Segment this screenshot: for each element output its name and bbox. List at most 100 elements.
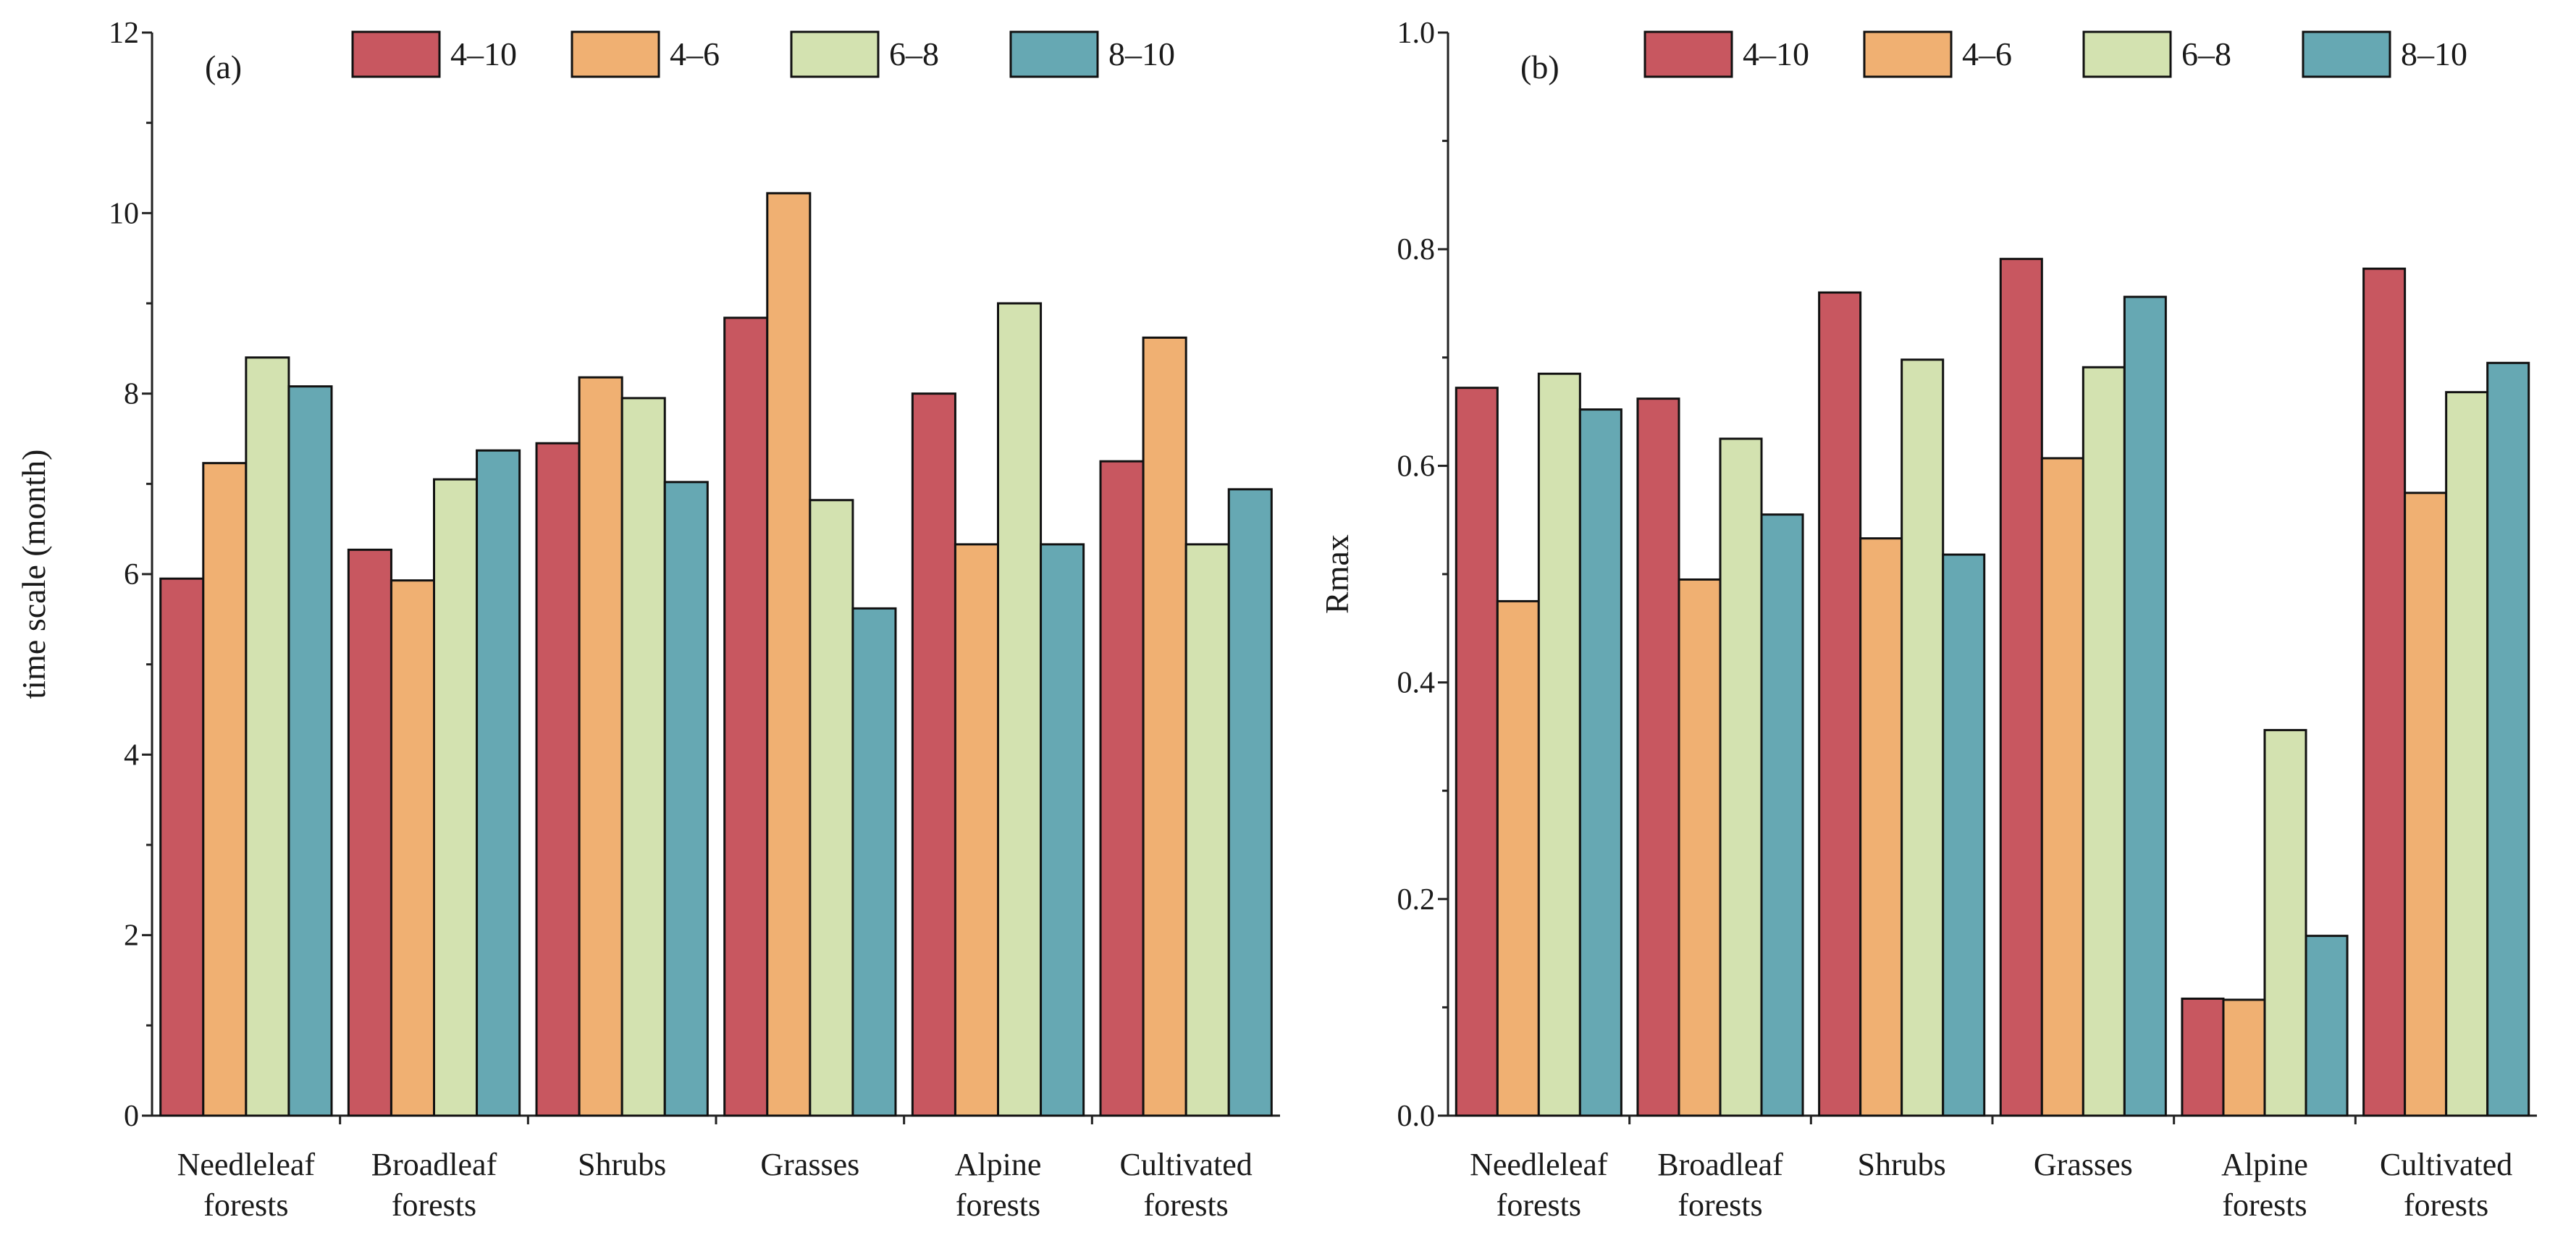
x-tick-label: Grasses (760, 1147, 859, 1182)
bar (723, 316, 769, 1117)
x-tick-label: forests (1497, 1187, 1581, 1223)
bar (1999, 258, 2043, 1117)
bar (1859, 537, 1903, 1117)
chart-panel-b: 0.0 0.2 0.4 0.6 0.8 1.0 Rmax (b) Needleleaf fores… (1318, 17, 2537, 1223)
x-tick-label: Alpine (2221, 1147, 2308, 1182)
x-tick-label: Shrubs (578, 1147, 666, 1182)
bar (287, 385, 333, 1117)
bar (1901, 358, 1945, 1117)
legend-swatch (1009, 30, 1099, 78)
bar (809, 499, 854, 1117)
bar (1678, 578, 1722, 1117)
legend-swatch (1863, 30, 1953, 78)
bar (2123, 295, 2167, 1117)
bar (663, 481, 709, 1117)
bar (1636, 397, 1680, 1117)
legend-label: 4–6 (1962, 35, 2012, 72)
y-tick-label: 4 (124, 738, 139, 772)
x-tick-label: Alpine (955, 1147, 1042, 1182)
bar (1040, 543, 1085, 1117)
bar (1578, 408, 1622, 1117)
y-tick-label: 1.0 (1397, 17, 1436, 50)
panel-label: (b) (1520, 49, 1560, 85)
bar (766, 192, 812, 1117)
y-tick-label: 6 (124, 558, 139, 591)
bar (1719, 437, 1763, 1117)
y-axis-title: time scale (month) (15, 450, 52, 699)
x-tick-label: forests (2222, 1187, 2307, 1223)
y-tick-label: 2 (124, 919, 139, 953)
x-tick-label: Broadleaf (1657, 1147, 1783, 1182)
legend-label: 6–8 (2181, 35, 2231, 72)
bar (159, 577, 205, 1117)
bar (620, 397, 666, 1117)
y-tick-label: 0.8 (1397, 233, 1436, 266)
panel-label: (a) (205, 49, 242, 85)
bar (851, 607, 897, 1117)
bar (347, 548, 392, 1117)
y-axis-title: Rmax (1318, 534, 1355, 614)
bar (1537, 372, 1581, 1117)
x-tick-label: Cultivated (1120, 1147, 1253, 1182)
bar (954, 543, 999, 1117)
x-tick-label: forests (392, 1187, 476, 1223)
chart-panel-a: 0 2 4 6 8 10 12 time scale (month) (a) Needleleaf… (15, 17, 1280, 1223)
y-tick-label: 0.4 (1397, 667, 1436, 700)
bar (1227, 488, 1273, 1117)
x-tick-label: Shrubs (1858, 1147, 1946, 1182)
legend-label: 6–8 (889, 35, 939, 72)
bar (2181, 997, 2225, 1117)
x-tick-label: Cultivated (2380, 1147, 2512, 1182)
y-tick-label: 0.6 (1397, 450, 1436, 483)
bar (433, 478, 479, 1117)
bar (2263, 728, 2307, 1117)
bar (2404, 492, 2448, 1117)
legend-swatch (2082, 30, 2172, 78)
x-tick-label: forests (203, 1187, 288, 1223)
legend-label: 4–10 (450, 35, 517, 72)
x-tick-label: Needleleaf (177, 1147, 316, 1182)
legend-label: 4–10 (1743, 35, 1809, 72)
bar (476, 449, 521, 1117)
y-tick-label: 0.0 (1397, 1100, 1436, 1133)
bar (2222, 998, 2266, 1117)
bar (1496, 599, 1540, 1117)
bar (1760, 513, 1804, 1117)
bar (2362, 267, 2407, 1117)
y-tick-label: 10 (109, 197, 139, 230)
legend-label: 8–10 (1108, 35, 1175, 72)
y-tick-label: 0 (124, 1100, 139, 1133)
legend-swatch (571, 30, 660, 78)
bar (2304, 935, 2349, 1117)
bar (1942, 553, 1986, 1117)
bar (1142, 336, 1187, 1117)
x-tick-label: Grasses (2034, 1147, 2133, 1182)
y-tick-label: 0.2 (1397, 883, 1436, 917)
legend-swatch (1643, 30, 1733, 78)
bar (1818, 291, 1862, 1117)
legend-swatch (351, 30, 441, 78)
legend-swatch (2302, 30, 2391, 78)
bar (202, 462, 248, 1117)
legend-label: 8–10 (2401, 35, 2467, 72)
x-tick-label: Broadleaf (371, 1147, 497, 1182)
x-tick-label: forests (2404, 1187, 2488, 1223)
bar (2445, 391, 2489, 1117)
x-tick-label: Needleleaf (1470, 1147, 1608, 1182)
bar (1099, 460, 1145, 1117)
bar (2486, 361, 2530, 1117)
bar (390, 579, 436, 1117)
bar (2040, 457, 2084, 1117)
bar (1455, 387, 1499, 1117)
x-tick-label: forests (1144, 1187, 1229, 1223)
legend-swatch (790, 30, 880, 78)
bar (1184, 543, 1230, 1117)
bar (911, 392, 956, 1117)
bar (2082, 366, 2126, 1117)
x-tick-label: forests (956, 1187, 1040, 1223)
y-tick-label: 12 (109, 17, 139, 50)
x-tick-label: forests (1678, 1187, 1762, 1223)
y-tick-label: 8 (124, 378, 139, 411)
